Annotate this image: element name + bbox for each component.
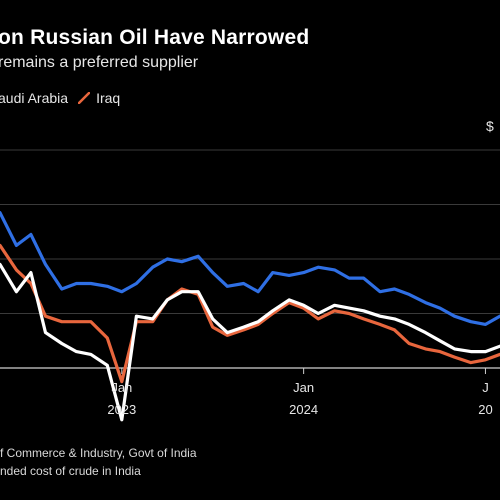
x-tick-label-2-line2: 20 — [478, 402, 492, 417]
legend-label-iraq: Iraq — [96, 90, 121, 106]
series-line-russia — [0, 211, 500, 326]
chart-subtitle: remains a preferred supplier — [0, 54, 199, 71]
legend-item-saudi-arabia: audi Arabia — [0, 90, 68, 106]
chart-legend: audi Arabia Iraq — [0, 90, 130, 106]
x-tick-label-0-line1: Jan — [111, 380, 132, 395]
x-tick-label-0-line2: 2023 — [107, 402, 136, 417]
series-line-saudi-arabia — [0, 262, 500, 422]
source-footnote: f Commerce & Industry, Govt of India — [0, 446, 197, 460]
x-tick-layer: Jan 2023 Jan 2024 J 20 — [107, 368, 493, 417]
grid-layer — [0, 149, 500, 369]
series-line-iraq — [0, 243, 500, 384]
x-tick-label-1-line2: 2024 — [289, 402, 318, 417]
x-tick-label-2-line1: J — [482, 380, 489, 395]
legend-swatch-iraq-icon — [78, 92, 91, 104]
chart-title: on Russian Oil Have Narrowed — [0, 26, 310, 49]
axis-unit-label: $ — [486, 118, 494, 134]
series-layer — [0, 211, 500, 422]
note-footnote: nded cost of crude in India — [0, 464, 141, 478]
legend-label-saudi-arabia: audi Arabia — [0, 90, 69, 106]
legend-item-iraq: Iraq — [78, 90, 120, 106]
x-tick-label-1-line1: Jan — [293, 380, 314, 395]
